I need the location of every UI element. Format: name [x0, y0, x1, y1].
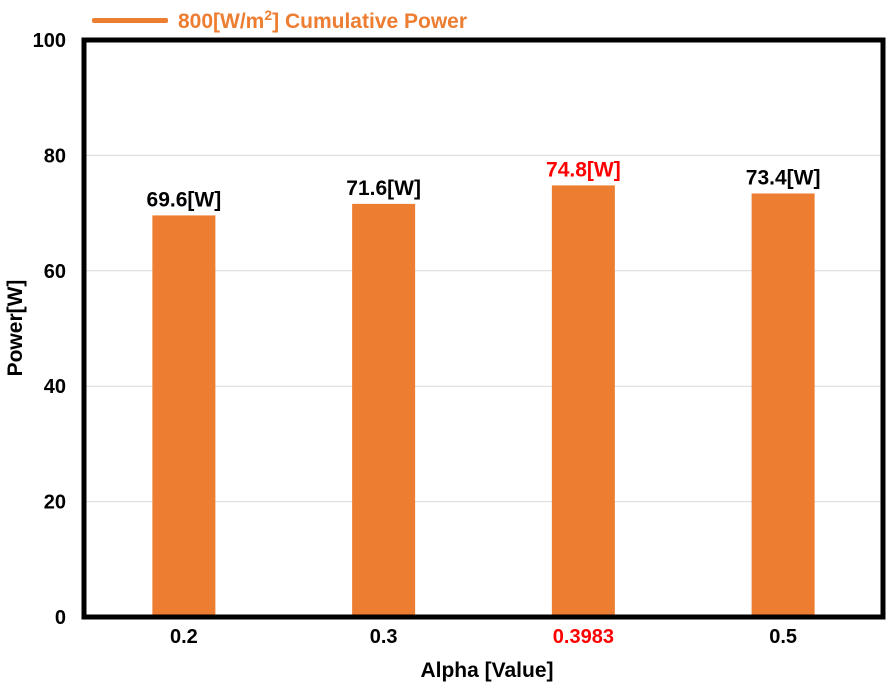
- y-tick-labels: 0 20 40 60 80 100: [33, 30, 66, 629]
- legend-label-suffix: ] Cumulative Power: [272, 9, 468, 33]
- bar: [152, 215, 216, 617]
- bar: [751, 193, 815, 617]
- x-tick-labels: 0.2 0.3 0.3983 0.5: [170, 626, 797, 648]
- legend-label: 800[W/m2] Cumulative Power: [178, 7, 467, 34]
- y-tick-label: 100: [33, 30, 66, 52]
- y-tick-label: 40: [44, 376, 66, 398]
- grid-lines: [84, 154, 883, 503]
- x-tick-label: 0.5: [769, 626, 797, 648]
- data-label: 73.4[W]: [746, 166, 821, 189]
- x-tick-label: 0.3983: [553, 626, 614, 648]
- bar: [352, 203, 416, 618]
- x-axis-label: Alpha [Value]: [420, 659, 553, 682]
- bars: [152, 185, 815, 618]
- legend-label-prefix: 800[W/m: [178, 9, 265, 33]
- data-label: 74.8[W]: [546, 158, 621, 181]
- y-tick-label: 60: [44, 261, 66, 283]
- y-tick-label: 80: [44, 145, 66, 167]
- legend: 800[W/m2] Cumulative Power: [92, 4, 467, 36]
- legend-swatch: [92, 17, 168, 23]
- data-label: 71.6[W]: [346, 177, 421, 200]
- y-tick-label: 20: [44, 492, 66, 514]
- y-axis-label: Power[W]: [4, 280, 27, 377]
- x-tick-label: 0.3: [370, 626, 398, 648]
- data-labels: 69.6[W] 71.6[W] 74.8[W] 73.4[W]: [147, 158, 821, 211]
- legend-label-sup: 2: [264, 6, 273, 23]
- data-label: 69.6[W]: [147, 188, 222, 211]
- y-tick-label: 0: [55, 607, 66, 629]
- bar: [551, 185, 615, 618]
- plot-frame: [81, 37, 886, 620]
- x-tick-label: 0.2: [170, 626, 198, 648]
